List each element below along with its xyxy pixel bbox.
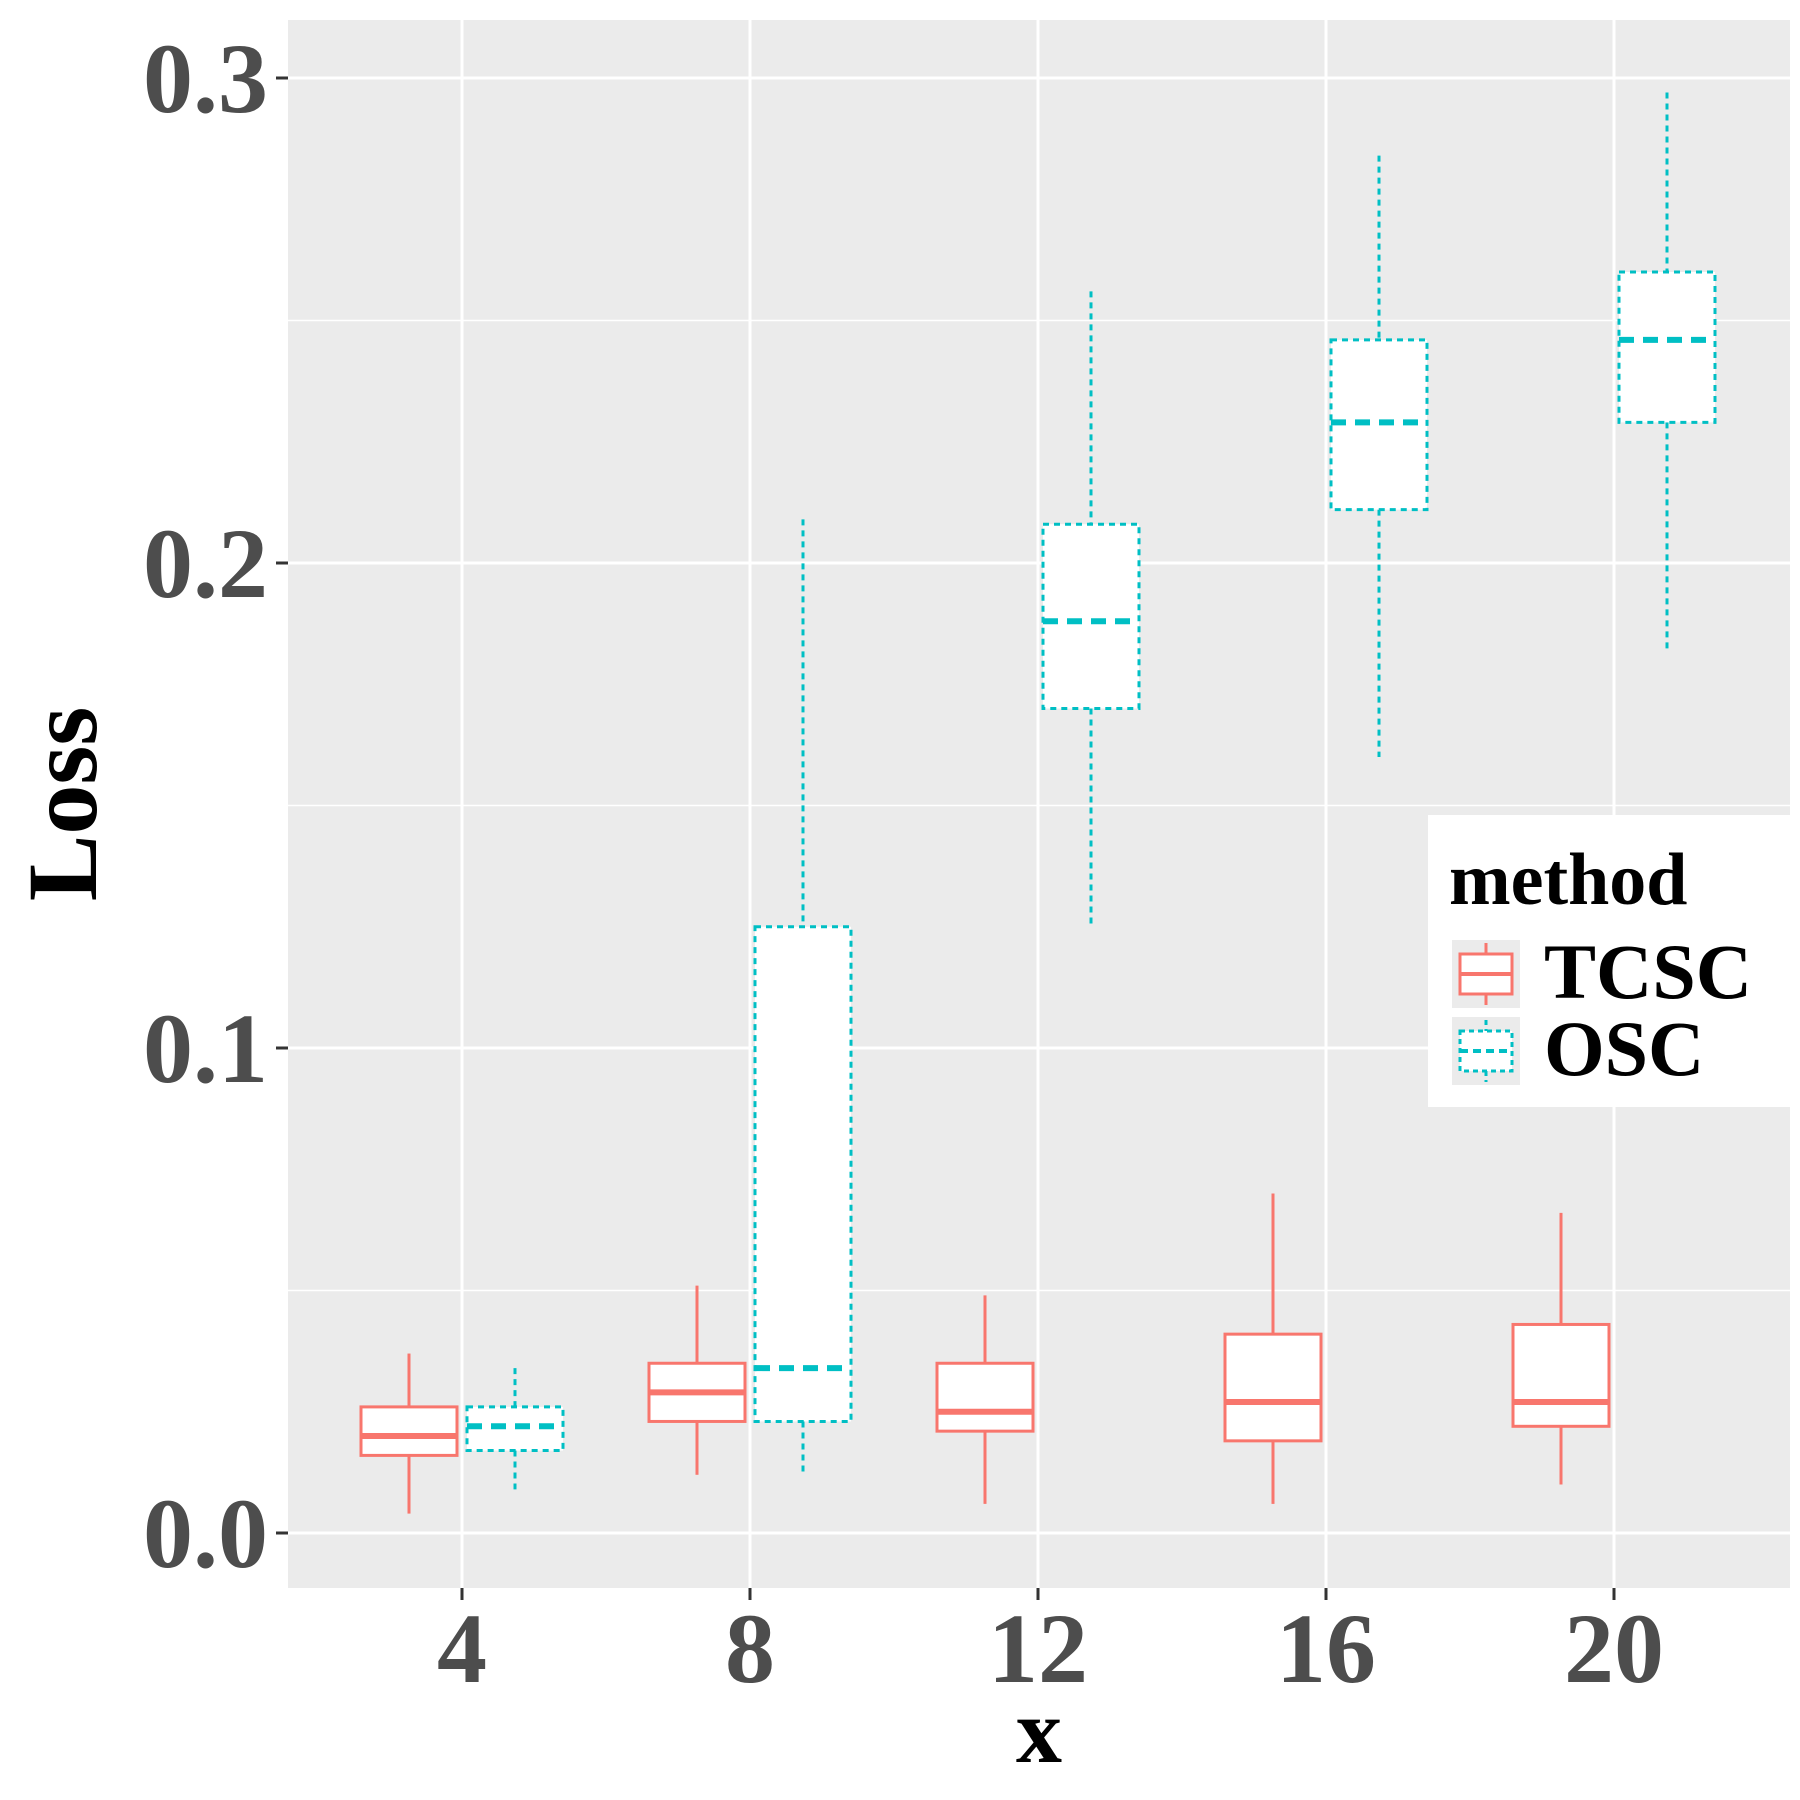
y-tick-label: 0.3	[143, 23, 268, 134]
box-iqr	[359, 1405, 459, 1457]
x-axis: 4 8 12 16 20	[437, 1588, 1664, 1704]
box-iqr	[1511, 1322, 1611, 1428]
box-iqr	[753, 925, 853, 1423]
box-tcsc-8	[647, 1285, 747, 1475]
legend-item-tcsc: TCSC	[1452, 928, 1752, 1015]
y-tick-label: 0.2	[143, 508, 268, 619]
x-axis-title: x	[1016, 1680, 1062, 1782]
box-osc-12	[1041, 291, 1141, 927]
box-osc-16	[1329, 155, 1429, 757]
box-iqr	[1041, 522, 1141, 711]
y-tick-label: 0.0	[143, 1478, 268, 1589]
y-tick-label: 0.1	[143, 993, 268, 1104]
x-tick-label: 12	[988, 1593, 1088, 1704]
box-iqr	[935, 1361, 1035, 1433]
box-tcsc-16	[1223, 1193, 1323, 1504]
legend-label: TCSC	[1544, 928, 1752, 1015]
box-tcsc-12	[935, 1295, 1035, 1504]
legend-label: OSC	[1544, 1005, 1704, 1092]
legend-item-osc: OSC	[1452, 1005, 1704, 1092]
x-tick-label: 20	[1564, 1593, 1664, 1704]
major-gridlines	[288, 20, 1790, 1588]
box-tcsc-4	[359, 1353, 459, 1514]
box-osc-4	[465, 1368, 565, 1490]
box-iqr	[1617, 270, 1717, 424]
x-tick-label: 4	[437, 1593, 487, 1704]
box-layer	[359, 92, 1717, 1514]
y-axis-title: Loss	[7, 707, 118, 902]
box-iqr	[1223, 1332, 1323, 1443]
box-osc-8	[753, 519, 853, 1475]
box-tcsc-20	[1511, 1212, 1611, 1485]
y-axis: 0.0 0.1 0.2 0.3	[143, 23, 288, 1589]
box-osc-20	[1617, 92, 1717, 651]
x-tick-label: 16	[1276, 1593, 1376, 1704]
legend-title: method	[1449, 839, 1687, 921]
x-tick-label: 8	[725, 1593, 775, 1704]
